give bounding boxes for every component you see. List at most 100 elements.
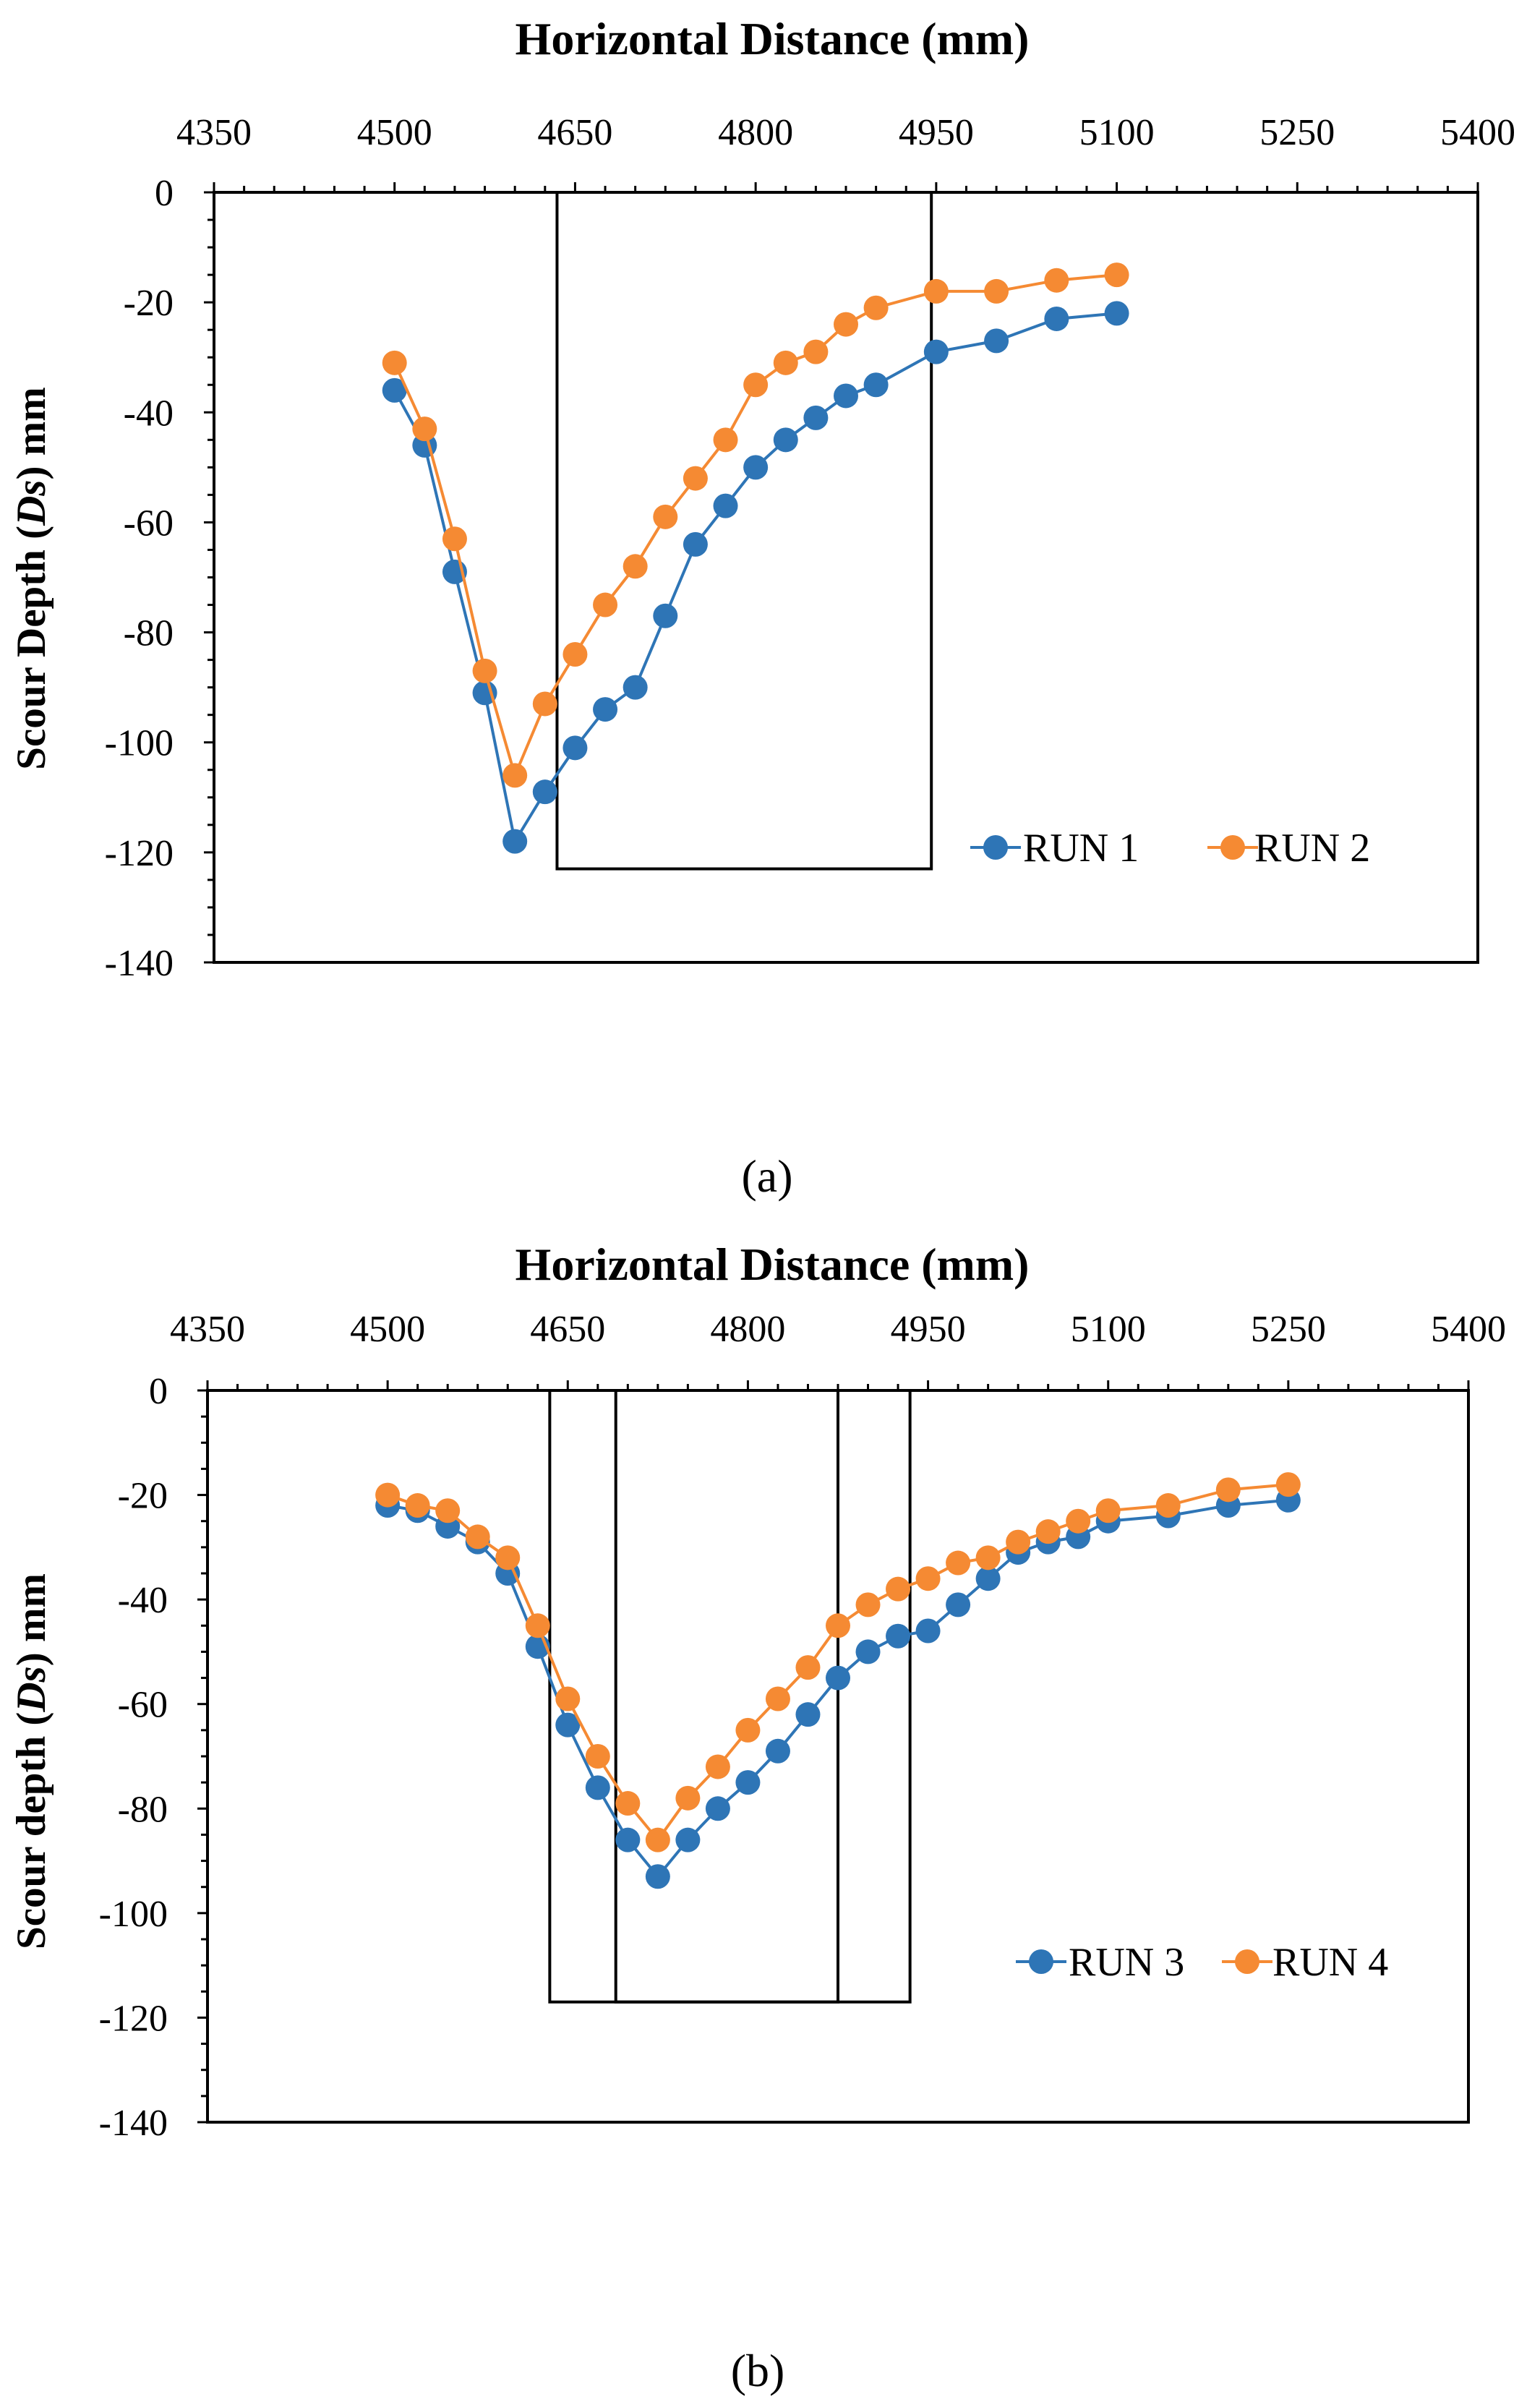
data-series-a [382,262,1129,854]
y-axis-title-b-italic: Ds [9,1666,54,1712]
legend-marker-run4 [1235,1949,1259,1974]
data-point-run-1-0 [382,377,407,403]
x-tick-label-a-7: 5400 [1440,112,1515,153]
chart-panel-a: Horizontal Distance (mm) Scour Depth (Ds… [9,13,1515,1202]
data-point-run-1-11 [713,493,738,518]
x-tick-label-b-7: 5400 [1431,1309,1506,1350]
y-tick-label-a-2: -40 [124,393,174,434]
y-axis-title-a-italic: Ds [9,480,54,526]
y-tick-label-a-0: 0 [155,173,174,214]
data-point-run-4-21 [1006,1529,1031,1555]
x-tick-label-b-3: 4800 [710,1309,785,1350]
x-tick-label-a-0: 4350 [176,112,252,153]
data-point-run-3-14 [795,1702,821,1727]
legend-a: RUN 1 RUN 2 [970,826,1370,871]
data-point-run-1-4 [502,829,528,854]
x-tick-label-a-3: 4800 [718,112,793,153]
y-tick-labels-b: 0 -20 -40 -60 -80 -100 -120 -140 [99,1371,168,2144]
legend-label-run1: RUN 1 [1023,826,1139,871]
legend-label-run2: RUN 2 [1254,826,1370,871]
y-tick-label-b-3: -60 [118,1685,168,1726]
bridge-box-a-0 [555,192,933,871]
data-point-run-3-7 [585,1775,610,1800]
x-tick-label-a-1: 4500 [357,112,432,153]
data-point-run-3-13 [765,1738,790,1764]
data-point-run-2-9 [653,504,678,529]
data-point-run-4-0 [375,1482,401,1508]
caption-a: (a) [741,1150,792,1202]
caption-b: (b) [731,2345,785,2396]
x-tick-label-a-6: 5250 [1259,112,1335,153]
series-line-run-4 [387,1483,1289,1842]
data-point-run-2-16 [863,295,889,320]
data-point-run-1-8 [623,675,648,700]
data-point-run-4-2 [435,1498,461,1523]
y-tick-label-b-5: -100 [99,1894,168,1935]
y-tick-label-a-7: -140 [105,943,174,984]
data-point-run-4-11 [705,1754,730,1779]
x-axis-title-b: Horizontal Distance (mm) [516,1239,1030,1290]
legend-label-run3: RUN 3 [1069,1940,1184,1985]
x-tick-label-a-5: 5100 [1079,112,1155,153]
data-point-run-2-19 [1044,268,1069,293]
x-tick-label-b-2: 4650 [530,1309,605,1350]
data-point-run-2-12 [743,372,769,398]
data-point-run-1-15 [834,383,858,409]
data-point-run-2-18 [984,278,1009,304]
data-point-run-2-1 [412,416,437,442]
data-point-run-2-7 [593,592,618,617]
data-point-run-1-6 [562,735,588,761]
data-point-run-2-6 [562,642,588,667]
y-tick-label-a-5: -100 [105,723,174,764]
y-axis-title-b-suffix: ) mm [9,1573,54,1666]
y-tick-label-b-4: -80 [118,1789,168,1830]
data-point-run-3-17 [886,1623,911,1649]
data-point-run-2-11 [713,427,738,453]
y-tick-label-a-1: -20 [124,283,174,324]
data-point-run-1-20 [1104,301,1129,326]
data-point-run-4-27 [1275,1472,1301,1497]
data-point-run-3-9 [645,1864,670,1889]
bridge-outline-a [555,192,933,871]
data-point-run-3-12 [735,1770,761,1795]
x-tick-labels-b: 4350 4500 4650 4800 4950 5100 5250 5400 [170,1309,1506,1350]
data-point-run-1-14 [803,405,829,430]
data-point-run-4-16 [855,1592,881,1617]
x-axis-title-a: Horizontal Distance (mm) [516,13,1030,64]
series-line-run-3 [387,1498,1289,1879]
data-point-run-3-16 [855,1639,881,1664]
data-point-run-2-14 [803,339,829,364]
data-point-run-4-6 [555,1686,581,1711]
data-point-run-2-0 [382,350,407,375]
data-point-run-1-17 [923,339,949,364]
data-point-run-4-1 [405,1493,430,1518]
series-line-run-2 [393,273,1117,780]
data-point-run-1-7 [593,697,618,722]
data-point-run-4-20 [975,1545,1001,1570]
y-tick-label-a-4: -80 [124,613,174,654]
legend-b: RUN 3 RUN 4 [1016,1940,1388,1985]
bridge-outline-b [548,1390,912,2004]
data-point-run-1-5 [532,779,557,805]
data-point-run-4-18 [915,1566,941,1591]
bridge-box-b-0 [548,1390,912,2004]
y-tick-label-a-6: -120 [105,833,174,874]
y-axis-title-a: Scour Depth (Ds) mm [9,387,54,769]
x-tick-label-b-1: 4500 [350,1309,425,1350]
data-point-run-2-10 [683,466,708,491]
data-point-run-1-13 [773,427,798,453]
data-point-run-2-8 [623,554,648,579]
legend-marker-run2 [1220,835,1245,860]
data-point-run-3-6 [555,1712,581,1738]
data-point-run-4-4 [495,1545,521,1570]
y-tick-label-b-7: -140 [99,2103,168,2144]
x-tick-label-b-6: 5250 [1251,1309,1326,1350]
y-tick-label-b-6: -120 [99,1998,168,2039]
legend-marker-run1 [983,835,1008,860]
data-point-run-2-2 [442,526,467,552]
data-point-run-4-8 [615,1791,641,1816]
data-point-run-2-15 [834,312,858,337]
data-point-run-4-9 [645,1827,670,1852]
y-axis-title-a-suffix: ) mm [9,387,54,479]
